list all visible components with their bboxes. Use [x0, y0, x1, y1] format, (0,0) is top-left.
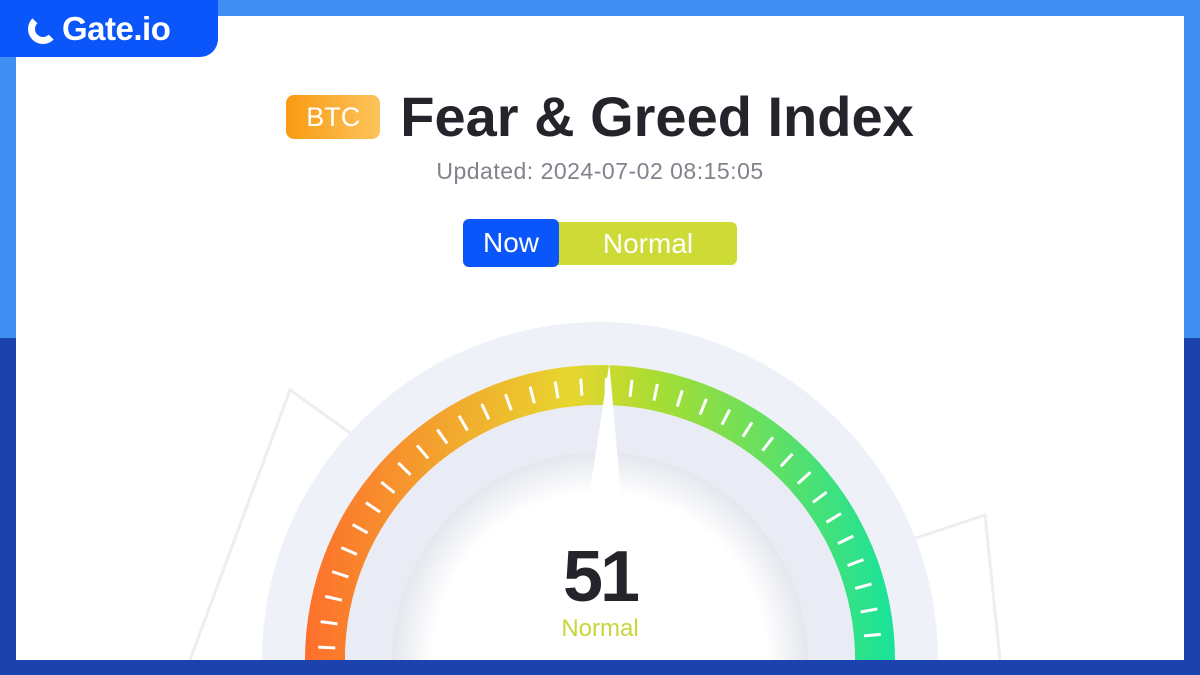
gauge-tick: [397, 461, 412, 476]
gauge-tick: [675, 389, 684, 407]
gauge-tick: [528, 386, 536, 404]
gauge-tick: [365, 501, 381, 514]
gauge-tick: [480, 403, 491, 421]
gauge-tick: [812, 490, 828, 504]
gauge: [188, 322, 1002, 660]
gauge-tick: [553, 381, 560, 399]
gauge-tick: [741, 421, 754, 438]
gauge-dial: [392, 452, 808, 660]
gauge-tick: [652, 383, 659, 401]
gauge-tick: [698, 398, 708, 416]
gauge-tick: [504, 393, 513, 411]
gauge-tick: [825, 512, 842, 524]
gauge-tick: [331, 570, 349, 579]
gauge-tick: [340, 546, 358, 556]
gauge-tick: [847, 558, 865, 567]
coin-badge: BTC: [286, 94, 381, 139]
gauge-label: Normal: [561, 615, 639, 642]
now-label: Now: [463, 219, 559, 267]
gauge-tick: [860, 607, 878, 614]
gauge-tick: [415, 444, 430, 460]
gauge-needle: [587, 363, 622, 506]
header: BTC Fear & Greed Index: [0, 84, 1200, 149]
status-pill: Now Normal: [463, 219, 737, 267]
gauge-tick: [837, 534, 854, 545]
gauge-tick: [318, 645, 336, 650]
gauge-tick: [351, 523, 369, 535]
gauge-tick: [320, 620, 338, 626]
gauge-tick: [628, 379, 634, 397]
logo-text: Gate.io: [62, 9, 171, 47]
gauge-tick: [457, 415, 469, 432]
gauge-tick: [863, 632, 881, 638]
gauge-tick: [779, 452, 794, 468]
gauge-tick: [324, 594, 343, 602]
decor-line: [188, 387, 361, 660]
gauge-value: 51: [562, 537, 640, 617]
page-title: Fear & Greed Index: [400, 85, 914, 148]
gauge-tick: [436, 428, 449, 445]
gauge-tick: [761, 436, 775, 452]
gauge-tick: [854, 582, 872, 590]
gauge-tick: [579, 378, 584, 396]
status-state: Normal: [553, 222, 737, 265]
updated-timestamp: Updated: 2024-07-02 08:15:05: [436, 158, 764, 184]
gate-logo-icon: [28, 13, 58, 44]
gauge-tick: [796, 471, 812, 485]
gauge-tick: [720, 408, 732, 426]
gauge-tick: [380, 480, 396, 494]
gauge-color-band: [305, 365, 895, 660]
gate-logo: Gate.io: [0, 0, 218, 57]
